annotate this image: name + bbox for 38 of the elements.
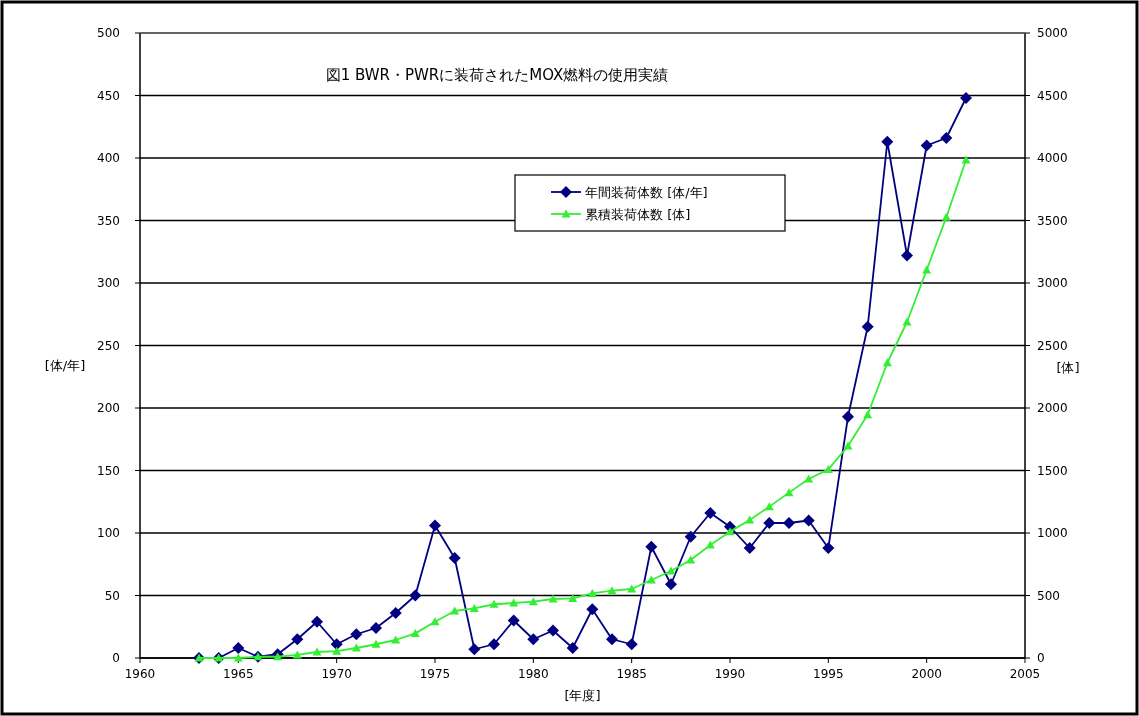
y2-tick-label: 500 xyxy=(1037,588,1060,603)
y2-tick-label: 5000 xyxy=(1037,26,1068,40)
x-tick-label: 1960 xyxy=(124,667,156,681)
y2-axis-title: [体] xyxy=(1056,360,1080,375)
x-axis-title: [年度] xyxy=(564,688,601,703)
y-tick-label: 250 xyxy=(97,338,120,353)
y-tick-label: 400 xyxy=(97,151,120,165)
x-tick-label: 1970 xyxy=(321,667,352,681)
y-tick-label: 50 xyxy=(104,588,120,603)
legend-label: 年間装荷体数 [体/年] xyxy=(585,185,708,200)
y-tick-label: 0 xyxy=(112,651,120,665)
y-tick-label: 200 xyxy=(97,401,120,415)
y-tick-label: 100 xyxy=(97,526,120,540)
x-tick-label: 1985 xyxy=(616,667,647,681)
y-tick-label: 450 xyxy=(97,88,120,103)
y-tick-label: 500 xyxy=(97,26,120,40)
x-tick-label: 1965 xyxy=(223,667,254,681)
x-tick-label: 2000 xyxy=(911,667,942,681)
x-tick-label: 1995 xyxy=(813,667,844,681)
y-axis-title: [体/年] xyxy=(44,358,86,373)
y-tick-label: 350 xyxy=(97,213,120,228)
y2-tick-label: 1500 xyxy=(1037,463,1068,478)
legend-label: 累積装荷体数 [体] xyxy=(585,207,691,222)
y2-tick-label: 2000 xyxy=(1037,401,1068,415)
y2-tick-label: 3000 xyxy=(1037,276,1068,290)
y2-tick-label: 4000 xyxy=(1037,151,1068,165)
y2-tick-label: 0 xyxy=(1037,651,1045,665)
x-tick-label: 2005 xyxy=(1009,667,1041,681)
y-tick-label: 300 xyxy=(97,276,120,290)
x-tick-label: 1975 xyxy=(419,667,451,681)
y-tick-label: 150 xyxy=(97,463,120,478)
y2-tick-label: 1000 xyxy=(1037,526,1068,540)
x-tick-label: 1980 xyxy=(518,667,549,681)
text: 図1 BWR・PWRに装荷されたMOX燃料の使用実績 xyxy=(325,66,669,84)
y2-tick-label: 3500 xyxy=(1037,213,1068,228)
y2-tick-label: 2500 xyxy=(1037,338,1068,353)
y2-tick-label: 4500 xyxy=(1037,88,1068,103)
x-tick-label: 1990 xyxy=(714,667,746,681)
